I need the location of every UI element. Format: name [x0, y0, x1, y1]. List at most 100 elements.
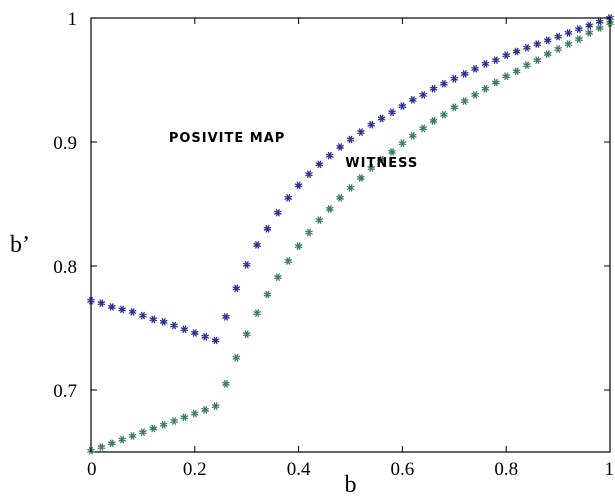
- annotations: POSIVITE MAP WITNESS: [169, 131, 418, 171]
- data-point: [107, 439, 116, 448]
- data-point: [325, 205, 334, 213]
- data-point: [554, 45, 562, 53]
- data-point: [232, 353, 241, 362]
- y-tick-label: 1: [68, 9, 78, 30]
- data-point: [263, 225, 272, 233]
- data-point: [460, 70, 469, 78]
- series-0: [87, 14, 614, 345]
- data-point: [357, 128, 365, 136]
- data-point: [191, 409, 199, 418]
- data-point: [139, 428, 147, 436]
- data-point: [253, 309, 261, 317]
- data-point: [159, 420, 168, 429]
- data-point: [263, 290, 272, 299]
- data-point: [595, 17, 604, 26]
- data-point: [253, 241, 261, 249]
- data-point: [367, 164, 376, 172]
- data-point: [523, 43, 531, 52]
- data-point: [87, 296, 95, 305]
- data-point: [419, 124, 427, 133]
- data-point: [294, 242, 303, 250]
- data-point: [274, 208, 282, 217]
- data-point: [346, 135, 355, 144]
- data-point: [502, 72, 510, 81]
- data-point: [242, 260, 251, 269]
- data-point: [388, 148, 396, 156]
- axis-ticks: 0 0.2 0.4 0.6 0.8 1 0.7 0.8 0.9 1: [53, 9, 614, 480]
- data-point: [336, 194, 344, 202]
- data-point: [543, 50, 552, 58]
- data-point: [336, 143, 344, 151]
- y-tick-label: 0.8: [53, 257, 77, 278]
- data-point: [492, 78, 500, 87]
- data-point: [595, 24, 604, 32]
- data-point: [450, 103, 459, 112]
- data-point: [118, 435, 126, 444]
- data-point: [471, 65, 479, 73]
- data-point: [149, 424, 158, 433]
- data-point: [564, 29, 573, 37]
- data-point: [305, 170, 313, 179]
- data-point: [222, 313, 230, 321]
- data-point: [377, 155, 386, 164]
- data-point: [377, 114, 386, 123]
- y-tick-label: 0.7: [53, 381, 77, 402]
- annotation-positive-map: POSIVITE MAP: [169, 131, 285, 146]
- data-point: [481, 84, 490, 93]
- data-point: [460, 97, 469, 105]
- data-point: [97, 443, 106, 451]
- data-point: [502, 51, 510, 59]
- plot-area: [90, 17, 611, 453]
- y-axis-label: b’: [10, 232, 30, 258]
- data-point: [232, 284, 241, 293]
- data-point: [107, 303, 116, 311]
- data-point: [211, 336, 220, 345]
- data-point: [274, 273, 282, 281]
- x-tick-label: 1: [605, 459, 615, 480]
- data-point: [398, 102, 407, 110]
- data-point: [388, 108, 396, 117]
- data-point: [211, 402, 220, 410]
- data-point: [398, 139, 407, 148]
- data-point: [242, 330, 251, 338]
- data-point: [139, 311, 147, 320]
- y-tick-label: 0.9: [53, 133, 77, 154]
- series-1: [87, 19, 614, 455]
- data-point: [367, 120, 376, 129]
- data-point: [533, 56, 542, 64]
- data-point: [149, 315, 158, 324]
- data-point: [128, 308, 137, 316]
- data-point: [170, 417, 178, 425]
- data-point: [201, 406, 209, 414]
- data-point: [429, 84, 438, 93]
- data-point: [128, 432, 137, 440]
- data-point: [191, 329, 199, 337]
- data-point: [440, 110, 448, 119]
- data-point: [492, 56, 500, 64]
- data-point: [523, 61, 531, 69]
- data-point: [575, 35, 583, 43]
- data-point: [564, 40, 573, 48]
- annotation-witness: WITNESS: [345, 156, 418, 171]
- data-point: [408, 96, 417, 104]
- data-point: [159, 318, 168, 326]
- x-tick-label: 0.2: [183, 459, 207, 480]
- data-point: [450, 74, 459, 83]
- data-point: [118, 305, 126, 314]
- data-point: [180, 325, 189, 334]
- data-point: [97, 299, 106, 307]
- data-point: [554, 32, 562, 41]
- data-point: [201, 332, 209, 341]
- data-point: [284, 257, 293, 265]
- plot-frame: [90, 17, 611, 453]
- data-point: [294, 181, 303, 190]
- data-point: [408, 132, 417, 140]
- x-tick-label: 0.8: [494, 459, 518, 480]
- data-point: [481, 60, 490, 68]
- x-axis-label: b: [345, 472, 357, 498]
- axis-labels: b b’: [10, 232, 357, 498]
- data-point: [325, 151, 334, 160]
- data-point: [543, 36, 552, 45]
- x-tick-label: 0: [87, 459, 97, 480]
- data-point: [346, 184, 355, 192]
